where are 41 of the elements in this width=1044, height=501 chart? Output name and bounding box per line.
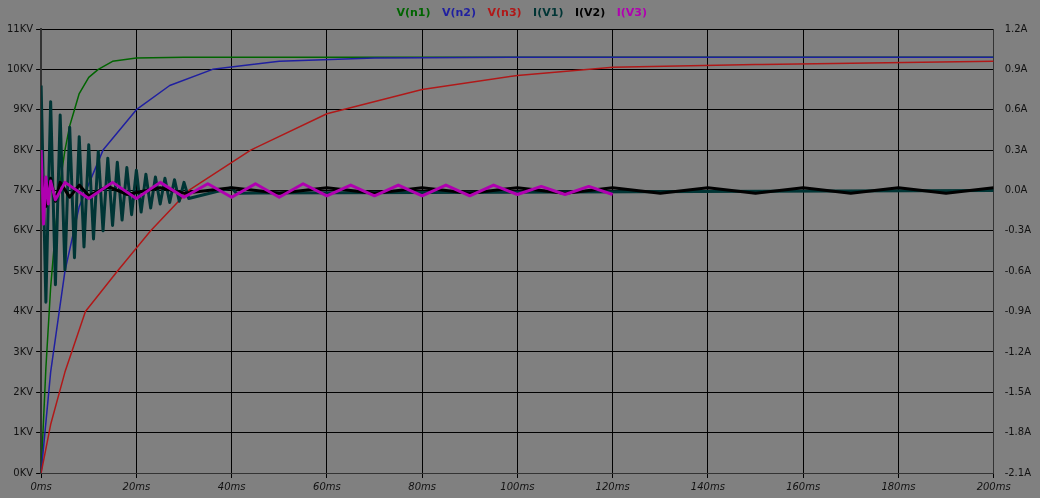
text: V(n1) [396, 6, 431, 20]
y-tick-label: 4KV [13, 305, 34, 317]
x-tick-label: 60ms [313, 480, 341, 492]
text: I(V1) [533, 6, 564, 20]
y2-tick-label: -1.5A [1004, 385, 1032, 397]
x-tick-label: 20ms [122, 480, 151, 492]
y-tick-label: 1KV [13, 426, 34, 438]
y-tick-label: 11KV [7, 22, 34, 34]
x-tick-label: 160ms [786, 480, 821, 492]
y2-tick-label: -1.2A [1004, 345, 1032, 357]
y2-tick-label: 0.6A [1004, 103, 1028, 115]
x-tick-label: 120ms [595, 480, 630, 492]
text: V(n2) [442, 6, 477, 20]
x-tick-label: 140ms [690, 480, 725, 492]
y-tick-label: 2KV [13, 385, 34, 397]
text: I(V3) [616, 6, 648, 20]
y-tick-label: 0KV [13, 466, 34, 478]
y-tick-label: 5KV [13, 264, 34, 276]
y2-tick-label: -0.6A [1004, 264, 1032, 276]
y2-tick-label: -0.9A [1004, 305, 1032, 317]
y-tick-label: 10KV [7, 62, 34, 74]
y2-tick-label: -2.1A [1004, 466, 1032, 478]
y-tick-label: 8KV [13, 143, 34, 155]
text: I(V2) [574, 6, 606, 20]
x-tick-label: 0ms [30, 480, 52, 492]
text: V(n3) [487, 6, 522, 20]
y-tick-label: 6KV [13, 224, 34, 236]
x-tick-label: 80ms [408, 480, 436, 492]
x-tick-label: 180ms [881, 480, 916, 492]
y2-tick-label: 0.9A [1004, 62, 1028, 74]
x-tick-label: 200ms [976, 480, 1011, 492]
y-tick-label: 7KV [13, 184, 34, 196]
y-tick-label: 3KV [13, 345, 34, 357]
y2-tick-label: -1.8A [1004, 426, 1032, 438]
y2-tick-label: 1.2A [1004, 22, 1028, 34]
x-tick-label: 100ms [500, 480, 535, 492]
y2-tick-label: -0.3A [1004, 224, 1032, 236]
y2-tick-label: 0.3A [1004, 143, 1028, 155]
y-tick-label: 9KV [13, 103, 34, 115]
x-tick-label: 40ms [217, 480, 246, 492]
y2-tick-label: 0.0A [1004, 184, 1028, 196]
